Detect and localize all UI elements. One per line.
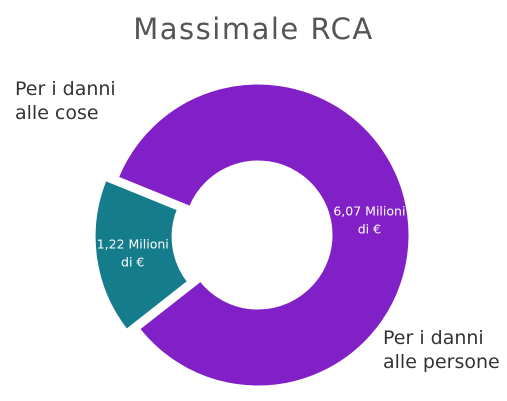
donut-slice-1 bbox=[92, 177, 191, 333]
slice-category-label-2: Per i danni alle persone bbox=[383, 327, 500, 373]
donut-slices bbox=[92, 81, 412, 389]
donut-labels: 1,22 Milioni di € Per i danni alle cose 6,07… bbox=[15, 78, 500, 373]
slice-value-label-1: 1,22 Milioni di € bbox=[97, 237, 169, 270]
slice-value-label-2: 6,07 Milioni di € bbox=[333, 203, 405, 236]
slice-category-label-1: Per i danni alle cose bbox=[15, 78, 116, 124]
donut-slice-2 bbox=[115, 81, 412, 389]
chart-title: Massimale RCA bbox=[133, 12, 374, 46]
